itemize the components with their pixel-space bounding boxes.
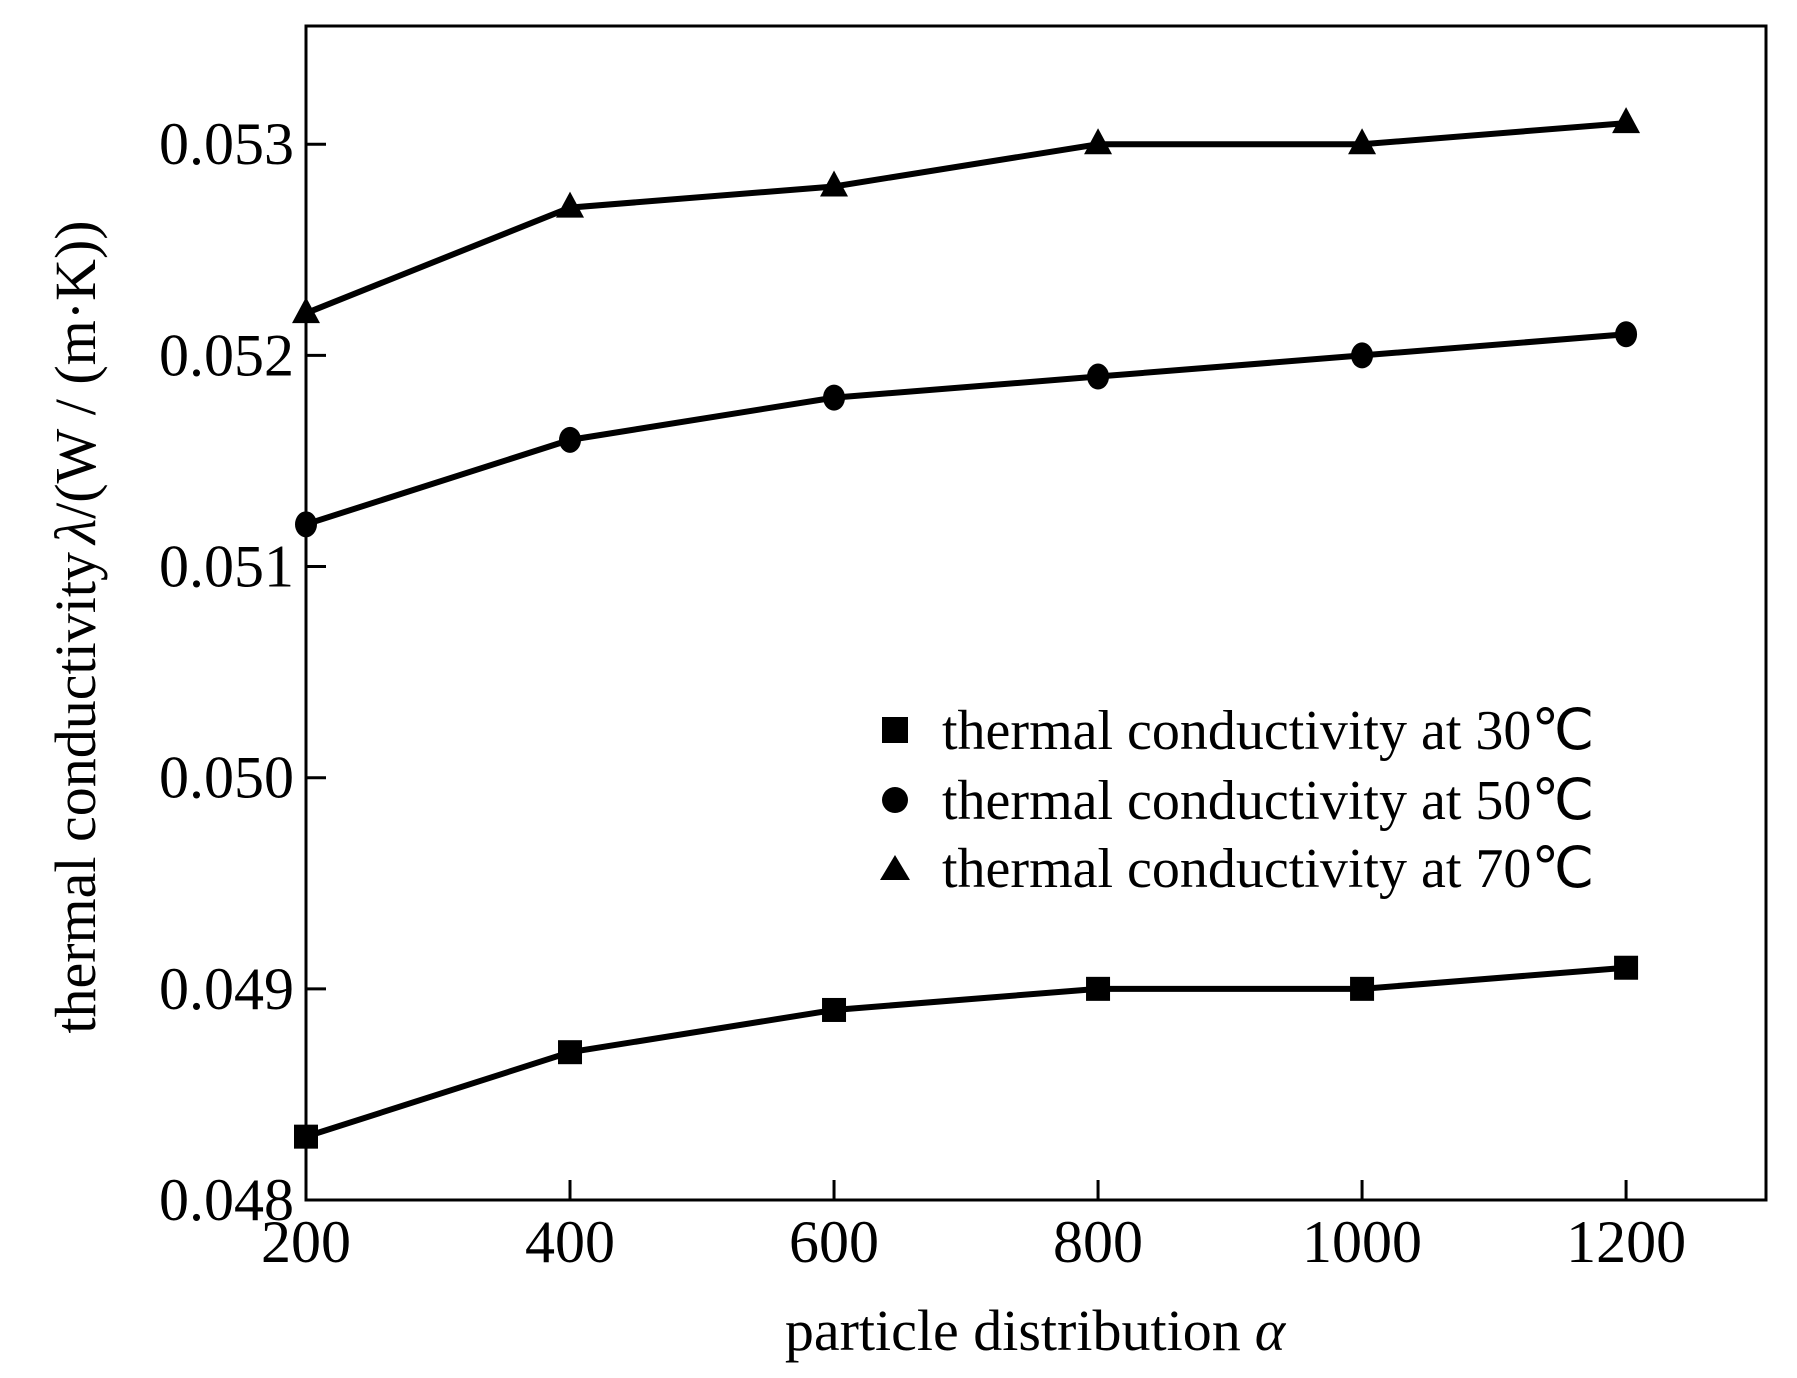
data-point-triangle xyxy=(556,191,585,218)
y-tick-label: 0.048 xyxy=(159,1167,294,1233)
legend: thermal conductivity at 30℃ thermal cond… xyxy=(880,700,1594,900)
x-tick-label: 800 xyxy=(1053,1209,1143,1275)
y-tick-label: 0.053 xyxy=(159,111,294,177)
plot-border xyxy=(304,24,1768,1202)
data-point-circle xyxy=(823,384,846,411)
y-axis-ticks: 0.048 0.049 0.050 0.051 0.052 0.053 xyxy=(159,111,326,1233)
data-point-circle xyxy=(295,511,317,538)
data-point-square xyxy=(1350,976,1375,1001)
series-triangle xyxy=(292,107,1641,324)
legend-label-70c: thermal conductivity at 70℃ xyxy=(942,838,1594,900)
legend-item-30c: thermal conductivity at 30℃ xyxy=(882,700,1594,762)
x-tick-label: 1200 xyxy=(1566,1209,1686,1275)
x-axis-title-symbol: α xyxy=(1255,1298,1287,1363)
series-layer xyxy=(292,107,1641,1149)
data-point-circle xyxy=(1351,342,1374,369)
series-line xyxy=(305,331,1627,528)
legend-item-50c: thermal conductivity at 50℃ xyxy=(882,770,1594,832)
y-tick-label: 0.050 xyxy=(159,745,294,811)
data-point-square xyxy=(558,1040,583,1065)
legend-item-70c: thermal conductivity at 70℃ xyxy=(880,838,1594,900)
x-axis-title: particle distribution α xyxy=(785,1298,1287,1363)
x-tick-label: 1000 xyxy=(1302,1209,1422,1275)
plot-frame xyxy=(304,24,1768,1202)
data-point-square xyxy=(1086,976,1111,1001)
series-line xyxy=(305,964,1627,1140)
series-line xyxy=(304,120,1627,316)
y-axis-title-units: /(W / (m·K)) xyxy=(43,220,108,519)
data-point-circle xyxy=(559,426,582,453)
x-axis-title-text: particle distribution xyxy=(785,1298,1241,1363)
data-point-square xyxy=(294,1124,318,1149)
legend-triangle-marker-icon xyxy=(880,855,910,880)
data-point-circle xyxy=(1087,363,1110,390)
data-point-square xyxy=(822,997,847,1022)
legend-label-50c: thermal conductivity at 50℃ xyxy=(942,770,1594,832)
series-circle xyxy=(295,321,1638,538)
data-point-triangle xyxy=(1084,128,1113,155)
data-point-circle xyxy=(1615,321,1638,348)
data-point-triangle xyxy=(1612,107,1641,134)
data-point-triangle xyxy=(292,297,320,324)
series-square xyxy=(294,955,1639,1149)
x-axis-ticks: 200 400 600 800 1000 1200 xyxy=(261,1180,1686,1275)
y-axis-title-text: thermal conductivity xyxy=(43,552,108,1034)
x-tick-label: 600 xyxy=(789,1209,879,1275)
data-point-triangle xyxy=(1348,128,1377,155)
legend-label-30c: thermal conductivity at 30℃ xyxy=(942,700,1594,762)
y-tick-label: 0.052 xyxy=(159,322,294,388)
x-tick-label: 400 xyxy=(525,1209,615,1275)
legend-circle-marker-icon xyxy=(882,787,908,813)
y-axis-title: thermal conductivity λ/(W / (m·K)) xyxy=(43,220,108,1033)
y-axis-title-symbol: λ xyxy=(43,519,108,546)
data-point-square xyxy=(1614,955,1639,980)
x-tick-label: 200 xyxy=(261,1209,351,1275)
legend-square-marker-icon xyxy=(882,717,908,743)
data-point-triangle xyxy=(820,170,849,197)
y-tick-label: 0.051 xyxy=(159,534,294,600)
y-tick-label: 0.049 xyxy=(159,956,294,1022)
